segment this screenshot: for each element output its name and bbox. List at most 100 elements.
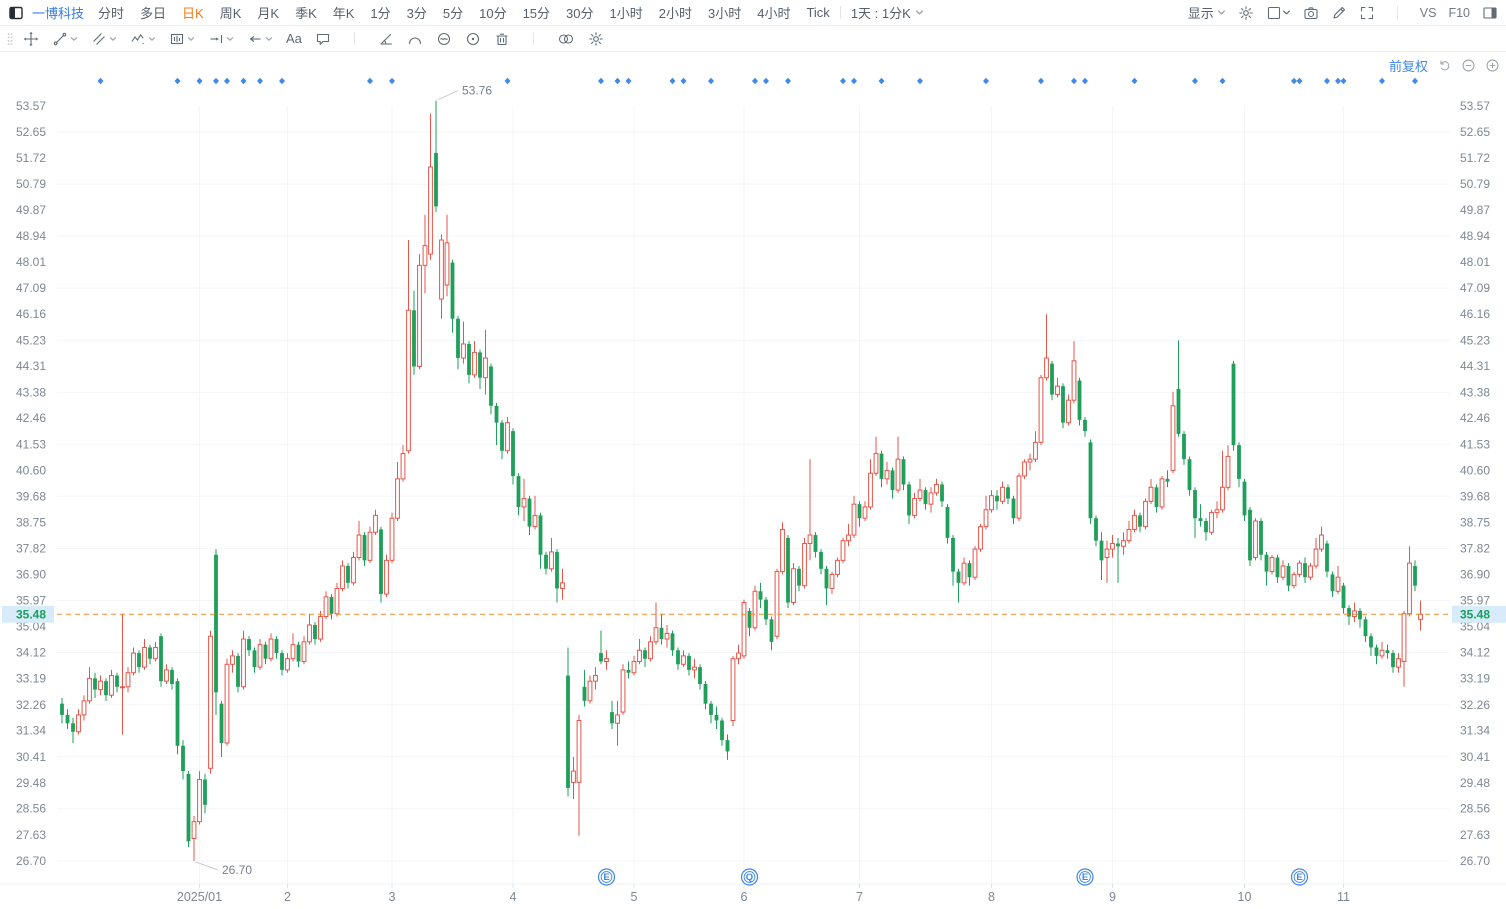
candle-down: [313, 624, 317, 640]
candle-up: [131, 652, 136, 674]
curve-tool-icon[interactable]: [436, 31, 452, 47]
candle-up: [318, 616, 323, 640]
stock-name[interactable]: 一博科技: [32, 6, 85, 21]
tab-年K[interactable]: 年K: [332, 6, 355, 21]
candle-down: [923, 490, 928, 505]
reset-view-icon[interactable]: [1437, 58, 1452, 73]
y-axis-tick-left: 40.60: [16, 463, 46, 477]
adjust-mode-button[interactable]: 前复权: [1388, 59, 1428, 74]
pencil-draw-icon[interactable]: [1331, 5, 1347, 21]
zoom-in-icon[interactable]: [1485, 58, 1500, 73]
arrow-tool[interactable]: [247, 31, 273, 47]
angle-tool-icon[interactable]: [378, 31, 394, 47]
move-tool-icon[interactable]: [23, 31, 39, 47]
candle-down: [170, 669, 174, 684]
measure-tool[interactable]: [208, 31, 234, 47]
pattern-icon: [170, 33, 184, 44]
text-tool[interactable]: Aa: [286, 31, 302, 46]
candle-up: [439, 239, 444, 300]
event-diamond-icon: [1324, 77, 1330, 85]
tab-4小时[interactable]: 4小时: [757, 6, 791, 21]
tab-3分[interactable]: 3分: [406, 6, 427, 21]
comment-tool-icon[interactable]: [315, 31, 331, 47]
tab-1分[interactable]: 1分: [370, 6, 391, 21]
candle-down: [280, 653, 284, 670]
trendline-tool[interactable]: [52, 31, 78, 47]
candle-down: [274, 639, 279, 654]
candle-down: [1050, 363, 1054, 395]
y-axis-tick-right: 32.26: [1460, 698, 1490, 712]
candle-up: [604, 658, 609, 663]
channel-tool[interactable]: [91, 31, 117, 47]
candle-up: [1379, 649, 1385, 657]
tab-10分[interactable]: 10分: [479, 6, 507, 21]
event-diamond-icon: [851, 77, 857, 85]
candle-up: [774, 571, 780, 637]
candle-up: [356, 534, 362, 559]
dot-circle-tool-icon[interactable]: [465, 31, 481, 47]
event-diamonds[interactable]: [97, 77, 1419, 85]
drag-handle-icon[interactable]: [6, 31, 14, 47]
tab-3小时[interactable]: 3小时: [707, 6, 742, 21]
candle-down: [1248, 509, 1252, 561]
candlestick-chart[interactable]: 26.70 26.70 27.63 27.63 28.56 28.56 29.48 29.48…: [0, 52, 1506, 909]
candle-up: [681, 655, 686, 665]
y-axis-tick-left: 47.09: [16, 281, 46, 295]
candle-down: [247, 639, 251, 651]
tab-15分[interactable]: 15分: [522, 6, 551, 21]
current-price-tag-right: [1452, 605, 1506, 623]
candle-down: [1176, 388, 1181, 434]
tab-Tick[interactable]: Tick: [806, 5, 830, 20]
candle-up: [241, 638, 246, 688]
candle-down: [1374, 647, 1379, 656]
tab-30分[interactable]: 30分: [566, 6, 594, 21]
tab-日K[interactable]: 日K: [182, 6, 204, 21]
candle-up: [692, 666, 697, 671]
tab-分时[interactable]: 分时: [98, 6, 125, 21]
candle-down: [813, 535, 818, 552]
tab-2小时[interactable]: 2小时: [658, 6, 692, 21]
candle-up: [307, 624, 312, 643]
tab-1小时[interactable]: 1小时: [609, 6, 643, 21]
app-logo-icon[interactable]: [8, 5, 24, 21]
candle-up: [780, 528, 785, 573]
candle-down: [115, 675, 119, 687]
y-axis-tick-left: 49.87: [16, 203, 46, 217]
arc-tool-icon[interactable]: [407, 31, 423, 47]
candle-down: [1198, 518, 1203, 522]
pattern-tool[interactable]: [169, 31, 195, 47]
candle-up: [846, 534, 851, 542]
candle-up: [1170, 405, 1176, 471]
y-axis-tick-left: 29.48: [16, 776, 46, 790]
tab-周K[interactable]: 周K: [219, 6, 242, 21]
candle-up: [972, 548, 978, 578]
candle-down: [104, 681, 108, 696]
f10-info-button[interactable]: F10: [1448, 5, 1470, 20]
tab-多日[interactable]: 多日: [140, 6, 167, 21]
candle-up: [142, 646, 147, 668]
delete-tool-icon[interactable]: [494, 31, 510, 47]
interval-selector[interactable]: 1天 : 1分K: [851, 3, 924, 22]
camera-snapshot-icon[interactable]: [1303, 5, 1319, 21]
settings-gear-icon[interactable]: [1238, 5, 1254, 21]
candle-down: [538, 515, 543, 555]
tab-月K[interactable]: 月K: [257, 6, 280, 21]
tab-季K[interactable]: 季K: [295, 6, 317, 21]
vs-compare-button[interactable]: VS: [1419, 5, 1437, 20]
compare-circles-icon[interactable]: [557, 31, 575, 47]
x-axis-label: 3: [389, 890, 396, 904]
wave-tool[interactable]: [130, 31, 156, 47]
fullscreen-expand-icon[interactable]: [1359, 5, 1375, 21]
candle-down: [1182, 433, 1186, 460]
tab-5分[interactable]: 5分: [442, 6, 464, 21]
display-dropdown[interactable]: 显示: [1188, 3, 1226, 22]
candle-down: [329, 596, 334, 614]
candle-up: [521, 498, 527, 508]
layout-square-icon[interactable]: [1266, 5, 1291, 21]
candle-up: [164, 669, 169, 682]
draw-settings-gear-icon[interactable]: [588, 31, 604, 47]
candle-up: [576, 720, 582, 783]
panel-right-icon[interactable]: [1482, 5, 1498, 21]
zoom-out-icon[interactable]: [1461, 58, 1476, 73]
